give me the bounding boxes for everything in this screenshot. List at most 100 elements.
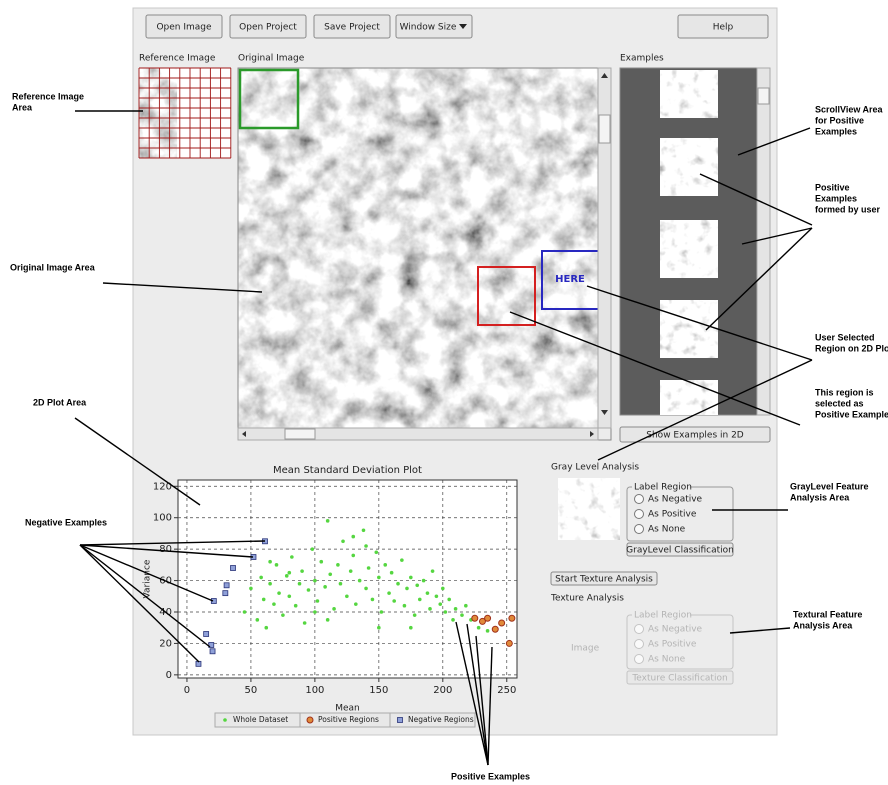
legend-item: Whole Dataset: [215, 713, 300, 727]
point: [362, 528, 366, 532]
radio-label: As Negative: [648, 495, 703, 505]
point: [210, 649, 215, 654]
point: [231, 566, 236, 571]
annotation: Area: [12, 102, 33, 112]
point: [374, 550, 378, 554]
point: [428, 607, 432, 611]
legend-label: Whole Dataset: [233, 715, 288, 724]
legend-item: Positive Regions: [300, 713, 390, 727]
button-label: Open Image: [156, 23, 212, 33]
point: [287, 594, 291, 598]
point: [409, 626, 413, 630]
point: [364, 544, 368, 548]
point: [319, 560, 323, 564]
point: [224, 583, 229, 588]
example-thumbnail[interactable]: [660, 220, 718, 278]
point: [326, 618, 330, 622]
x-tick-label: 250: [497, 685, 516, 696]
point: [464, 604, 468, 608]
button-label: Open Project: [239, 23, 297, 33]
annotation: Reference Image: [12, 91, 84, 101]
point: [281, 613, 285, 617]
vertical-scrollbar[interactable]: [598, 68, 611, 428]
window-size-button[interactable]: Window Size: [396, 15, 472, 38]
overlay-label: HERE: [555, 274, 585, 285]
section-title: Gray Level Analysis: [551, 463, 639, 473]
x-tick-label: 150: [369, 685, 388, 696]
point: [509, 615, 515, 621]
annotation: This region is: [815, 387, 874, 397]
button-label: Start Texture Analysis: [555, 575, 653, 585]
point: [349, 569, 353, 573]
point: [422, 579, 426, 583]
radio-label: As Negative: [648, 625, 703, 635]
point: [204, 632, 209, 637]
open-image-button[interactable]: Open Image: [146, 15, 222, 38]
point: [426, 591, 430, 595]
annotation: Analysis Area: [793, 620, 853, 630]
point: [392, 599, 396, 603]
annotation: Positive: [815, 182, 850, 192]
group-title: Label Region: [634, 611, 692, 621]
example-thumbnail[interactable]: [660, 138, 718, 196]
point: [390, 571, 394, 575]
point: [438, 602, 442, 606]
point: [287, 571, 291, 575]
x-tick-label: 200: [433, 685, 452, 696]
save-project-button[interactable]: Save Project: [314, 15, 390, 38]
point: [499, 620, 505, 626]
example-thumbnail[interactable]: [660, 380, 718, 415]
annotation: Textural Feature: [793, 609, 862, 619]
point: [223, 591, 228, 596]
point: [486, 629, 490, 633]
y-axis-label: Variance: [143, 559, 153, 598]
button-label: Show Examples in 2D: [646, 431, 744, 441]
legend-label: Negative Regions: [408, 715, 474, 724]
point: [249, 587, 253, 591]
help-button[interactable]: Help: [678, 15, 768, 38]
point: [313, 579, 317, 583]
annotation: Region on 2D Plot: [815, 343, 888, 353]
annotation: 2D Plot Area: [33, 397, 87, 407]
annotation: ScrollView Area: [815, 104, 884, 114]
y-tick-label: 100: [153, 513, 172, 524]
radio-button: [635, 655, 644, 664]
button-label: Help: [713, 23, 734, 33]
horizontal-scrollbar[interactable]: [238, 428, 598, 440]
point: [316, 599, 320, 603]
point: [300, 569, 304, 573]
graylevel-classification-button[interactable]: GrayLevel Classification: [626, 543, 734, 556]
point: [398, 718, 403, 723]
reference-image[interactable]: [139, 68, 231, 158]
example-thumbnail[interactable]: [660, 70, 718, 118]
point: [400, 558, 404, 562]
x-axis-label: Mean: [335, 704, 360, 714]
y-tick-label: 0: [166, 670, 172, 681]
example-thumbnail[interactable]: [660, 300, 718, 358]
point: [415, 583, 419, 587]
annotation: selected as: [815, 398, 864, 408]
point: [336, 563, 340, 567]
point: [285, 574, 289, 578]
point: [313, 610, 317, 614]
original-image[interactable]: HERE: [238, 68, 611, 440]
open-project-button[interactable]: Open Project: [230, 15, 306, 38]
legend-label: Positive Regions: [318, 715, 379, 724]
annotation: Positive Examples: [451, 771, 530, 781]
start-texture-button[interactable]: Start Texture Analysis: [551, 572, 657, 585]
radio-label: As Positive: [648, 640, 697, 650]
x-tick-label: 100: [305, 685, 324, 696]
texture-classification-button[interactable]: Texture Classification: [627, 671, 733, 684]
point: [307, 717, 313, 723]
point: [364, 587, 368, 591]
annotation: for Positive: [815, 115, 864, 125]
point: [311, 547, 315, 551]
point: [259, 576, 263, 580]
point: [403, 604, 407, 608]
annotation: Original Image Area: [10, 262, 96, 272]
point: [268, 582, 272, 586]
button-label: GrayLevel Classification: [626, 546, 734, 556]
region-thumbnail: [558, 478, 620, 540]
chart-title: Mean Standard Deviation Plot: [273, 465, 422, 476]
point: [377, 576, 381, 580]
